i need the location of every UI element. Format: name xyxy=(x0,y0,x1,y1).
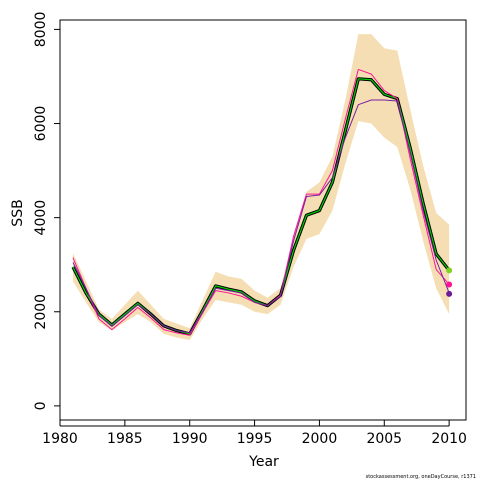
y-tick-label: 2000 xyxy=(33,294,49,330)
y-tick-label: 0 xyxy=(33,401,49,410)
series-line-2 xyxy=(72,78,450,335)
y-axis: 0 2000 4000 6000 8000 xyxy=(33,12,60,410)
x-tick-label: 2000 xyxy=(302,431,338,447)
y-axis-title: SSB xyxy=(10,199,26,226)
y-tick-label: 6000 xyxy=(33,106,49,142)
x-tick-label: 2005 xyxy=(366,431,402,447)
series-line-4 xyxy=(72,99,450,334)
end-point-3 xyxy=(446,290,453,297)
y-tick-label: 4000 xyxy=(33,200,49,236)
x-axis-title: Year xyxy=(248,454,279,470)
end-point-1 xyxy=(446,267,453,274)
plot-frame xyxy=(59,19,467,421)
y-tick-label: 8000 xyxy=(33,12,49,48)
x-tick-label: 2010 xyxy=(431,431,467,447)
x-tick-label: 1980 xyxy=(42,431,78,447)
x-tick-label: 1990 xyxy=(172,431,208,447)
end-point-2 xyxy=(446,281,453,288)
footnote: stockassessment.org, oneDayCourse, r1371 xyxy=(366,474,476,480)
x-tick-label: 1995 xyxy=(237,431,273,447)
confidence-band xyxy=(72,34,450,340)
x-axis: 1980 1985 1990 1995 2000 2005 2010 xyxy=(42,420,467,447)
x-tick-label: 1985 xyxy=(107,431,143,447)
